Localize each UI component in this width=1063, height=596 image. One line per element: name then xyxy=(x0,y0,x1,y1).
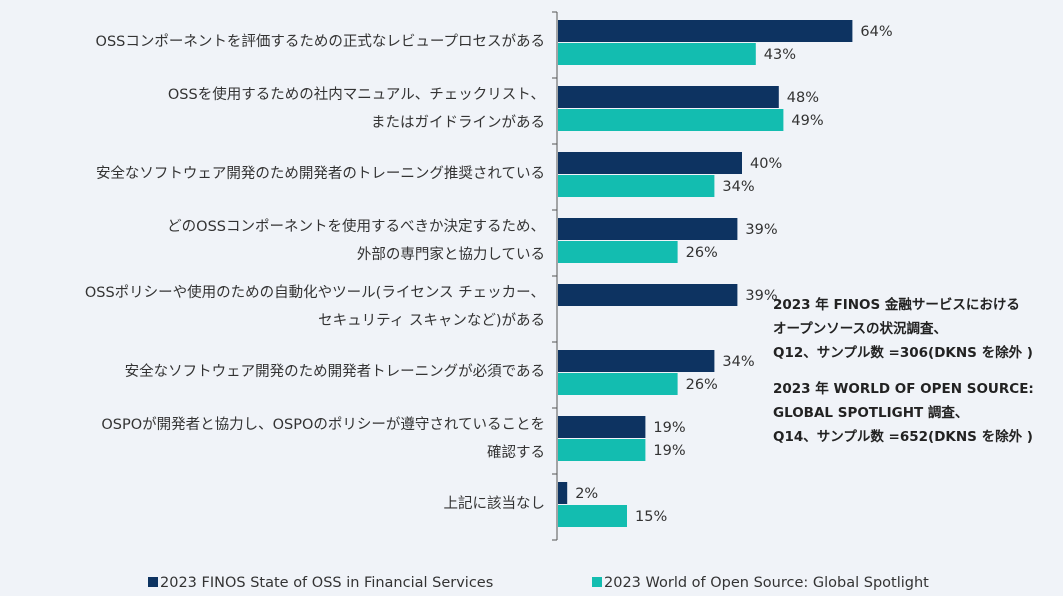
bar xyxy=(558,109,784,131)
value-label: 19% xyxy=(653,443,685,459)
bar xyxy=(558,350,715,372)
legend-label: 2023 World of Open Source: Global Spotli… xyxy=(604,575,929,591)
category-label: 安全なソフトウェア開発のため開発者トレーニングが必須である xyxy=(125,362,545,380)
category-label: OSSを使用するための社内マニュアル、チェックリスト、 xyxy=(168,86,545,103)
bar xyxy=(558,218,738,240)
value-label: 48% xyxy=(787,90,819,106)
category-label: どのOSSコンポーネントを使用するべきか決定するため、 xyxy=(167,218,545,235)
annotation: 2023 年 FINOS 金融サービスにおける xyxy=(773,296,1020,313)
annotation: オープンソースの状況調査、 xyxy=(773,320,947,337)
value-label: 40% xyxy=(750,156,782,172)
category-label: 確認する xyxy=(487,444,545,461)
category-label: 外部の専門家と協力している xyxy=(357,246,545,263)
category-label: 安全なソフトウェア開発のため開発者のトレーニング推奨されている xyxy=(96,164,545,182)
annotation: Q12、サンプル数 =306(DKNS を除外 ) xyxy=(773,344,1033,361)
value-label: 39% xyxy=(745,222,777,238)
value-label: 26% xyxy=(686,377,718,393)
value-label: 19% xyxy=(653,420,685,436)
bar xyxy=(558,284,738,306)
value-label: 15% xyxy=(635,509,667,525)
annotation: Q14、サンプル数 =652(DKNS を除外 ) xyxy=(773,428,1033,445)
bar xyxy=(558,152,742,174)
bar xyxy=(558,482,568,504)
value-label: 49% xyxy=(791,113,823,129)
bar xyxy=(558,43,756,65)
category-label: 上記に該当なし xyxy=(444,495,546,512)
value-label: 64% xyxy=(860,24,892,40)
bar xyxy=(558,20,853,42)
legend-swatch xyxy=(148,577,158,587)
bar xyxy=(558,416,646,438)
annotation: GLOBAL SPOTLIGHT 調査、 xyxy=(773,404,968,421)
value-label: 26% xyxy=(686,245,718,261)
value-label: 39% xyxy=(745,288,777,304)
bar xyxy=(558,505,627,527)
category-label: OSPOが開発者と協力し、OSPOのポリシーが遵守されていることを xyxy=(101,416,545,433)
value-label: 43% xyxy=(764,47,796,63)
value-label: 2% xyxy=(575,486,598,502)
bar xyxy=(558,373,678,395)
category-label: セキュリティ スキャンなど)がある xyxy=(318,312,545,329)
category-label: OSSポリシーや使用のための自動化やツール(ライセンス チェッカー、 xyxy=(85,284,545,301)
bar xyxy=(558,439,646,461)
legend-label: 2023 FINOS State of OSS in Financial Ser… xyxy=(160,575,493,591)
value-label: 34% xyxy=(722,179,754,195)
bar xyxy=(558,175,715,197)
value-label: 34% xyxy=(722,354,754,370)
category-label: OSSコンポーネントを評価するための正式なレビュープロセスがある xyxy=(96,33,545,50)
category-label: またはガイドラインがある xyxy=(371,114,545,131)
legend-swatch xyxy=(592,577,602,587)
bar xyxy=(558,86,779,108)
bar xyxy=(558,241,678,263)
annotation: 2023 年 WORLD OF OPEN SOURCE: xyxy=(773,380,1034,397)
